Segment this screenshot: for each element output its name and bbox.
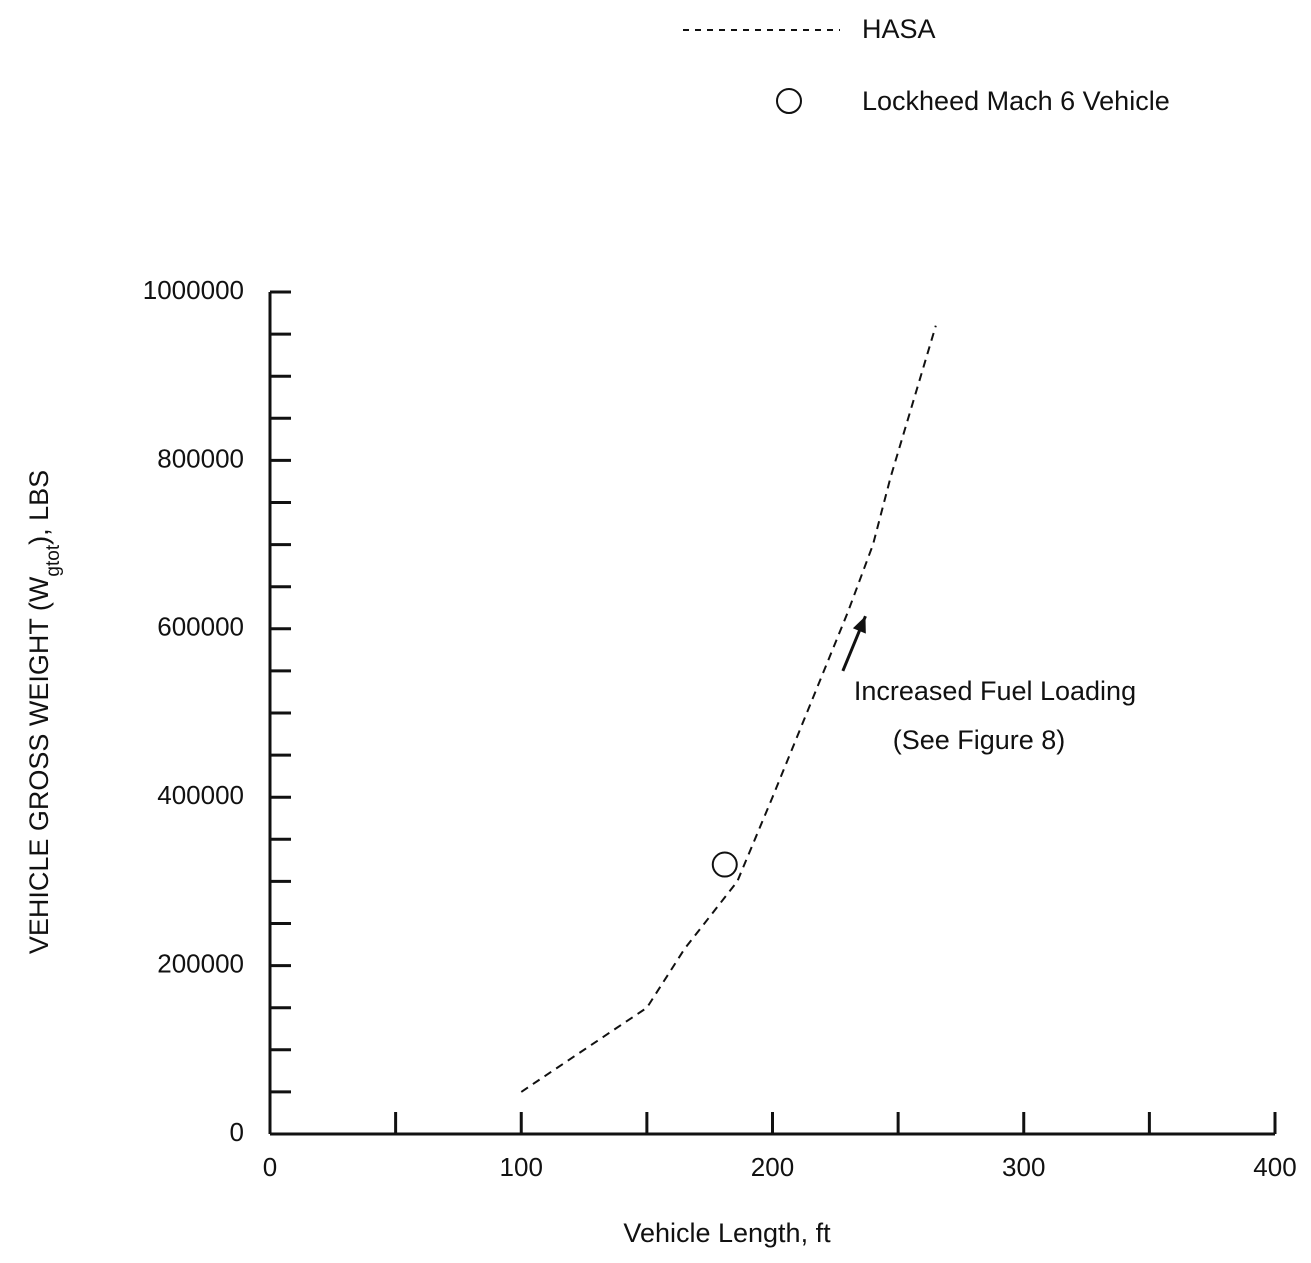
x-axis-title: Vehicle Length, ft [623, 1218, 831, 1248]
y-tick-label-200000: 200000 [157, 948, 244, 978]
x-tick-label-400: 400 [1253, 1152, 1296, 1182]
legend-lockheed-label: Lockheed Mach 6 Vehicle [862, 86, 1170, 116]
x-tick-label-100: 100 [500, 1152, 543, 1182]
annotation-label-line-2: (See Figure 8) [893, 725, 1066, 755]
x-tick-label-0: 0 [263, 1152, 277, 1182]
x-tick-label-200: 200 [751, 1152, 794, 1182]
series-hasa-line [520, 325, 937, 1093]
legend-hasa-label: HASA [862, 14, 936, 44]
y-tick-label-0: 0 [230, 1117, 244, 1147]
x-ticks [394, 1112, 1277, 1134]
y-tick-label-1000000: 1000000 [143, 275, 244, 305]
y-ticks [270, 290, 291, 1136]
y-tick-label-800000: 800000 [157, 443, 244, 473]
annotation-layer: Increased Fuel Loading (See Figure 8) [841, 615, 1136, 755]
x-tick-label-300: 300 [1002, 1152, 1045, 1182]
annotation-label-line-1: Increased Fuel Loading [854, 676, 1136, 706]
annotation-arrow-head [852, 616, 866, 634]
y-tick-label-600000: 600000 [157, 612, 244, 642]
legend-lockheed-marker [776, 88, 802, 114]
x-tick-labels: 0 100 200 300 400 [263, 1152, 1297, 1182]
series-layer [520, 325, 937, 1093]
series-lockheed-point [711, 851, 738, 878]
y-tick-label-400000: 400000 [157, 780, 244, 810]
legend: HASA Lockheed Mach 6 Vehicle [683, 14, 1170, 116]
axes [268, 292, 1275, 1136]
y-axis-title: VEHICLE GROSS WEIGHT (Wgtot), LBS [24, 470, 64, 954]
y-tick-labels: 0 200000 400000 600000 800000 1000000 [143, 275, 244, 1147]
